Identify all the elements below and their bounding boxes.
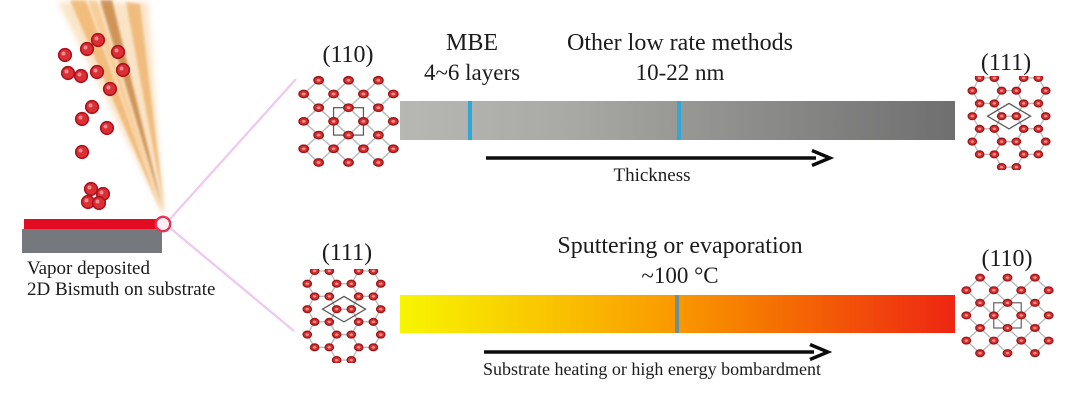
annotation-other-methods: Other low rate methods 10-22 nm (530, 28, 830, 88)
bar-tick (674, 295, 679, 333)
top-left-crystal-label: (110) (322, 42, 374, 68)
zoom-fan-line-lower (169, 227, 295, 332)
crystal-110-bottom-right (961, 273, 1054, 358)
vapor-beam (58, 0, 165, 216)
annotation-sputtering: Sputtering or evaporation ~100 °C (505, 231, 855, 291)
bottom-left-crystal-label: (111) (321, 240, 373, 266)
annotation-mbe-line1: MBE (445, 30, 498, 56)
crystal-111-top-right (967, 76, 1051, 170)
zoom-circle (154, 215, 172, 233)
temperature-gradient-bar (400, 295, 955, 333)
caption-line-2: 2D Bismuth on substrate (27, 279, 216, 300)
left-caption: Vapor deposited 2D Bismuth on substrate (27, 258, 215, 300)
thickness-gradient-bar (400, 101, 955, 140)
annotation-other-line2: 10-22 nm (635, 60, 725, 85)
thickness-arrow-label: Thickness (613, 165, 691, 186)
crystal-111-bottom-left (302, 269, 386, 363)
substrate (22, 229, 162, 253)
zoom-fan-line-upper (169, 78, 297, 220)
crystal-110-top-left (298, 75, 399, 167)
top-right-crystal-label: (111) (980, 50, 1032, 76)
thickness-arrow (486, 149, 834, 167)
substrate-heating-arrow (484, 343, 832, 361)
bismuth-film (24, 219, 163, 230)
annotation-mbe: MBE 4~6 layers (397, 28, 547, 88)
annotation-mbe-line2: 4~6 layers (423, 60, 521, 85)
substrate-heating-arrow-label: Substrate heating or high energy bombard… (482, 359, 822, 379)
bottom-right-crystal-label: (110) (981, 246, 1033, 272)
bar-tick (676, 101, 681, 140)
bar-tick (468, 101, 473, 140)
bismuth-atom-particles (57, 32, 131, 211)
caption-line-1: Vapor deposited (27, 258, 150, 279)
annotation-sputtering-line1: Sputtering or evaporation (557, 233, 803, 259)
annotation-other-line1: Other low rate methods (567, 30, 793, 56)
annotation-sputtering-line2: ~100 °C (641, 263, 719, 288)
deposition-illustration (22, 0, 297, 332)
